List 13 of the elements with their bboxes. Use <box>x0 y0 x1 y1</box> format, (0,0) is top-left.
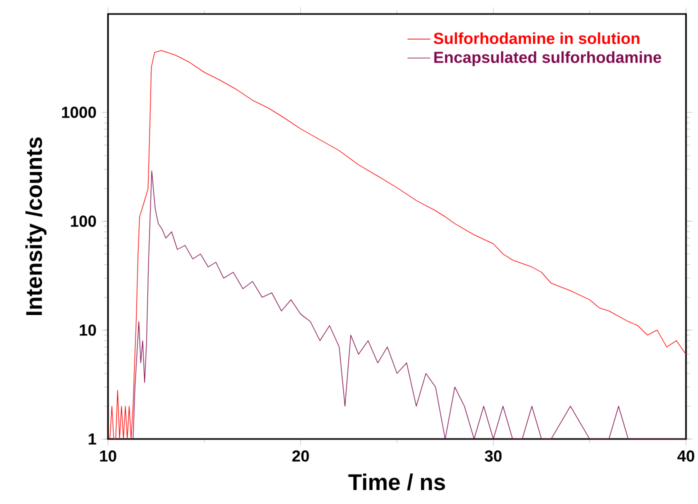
legend-label: Sulforhodamine in solution <box>434 32 640 44</box>
y-tick-label: 1000 <box>62 106 96 118</box>
x-tick-label: 40 <box>677 450 694 462</box>
y-axis-title: Intensity /counts <box>25 137 47 316</box>
y-tick-label: 1 <box>88 434 96 445</box>
x-tick-label: 20 <box>292 450 309 462</box>
legend-label: Encapsulated sulforhodamine <box>434 51 662 66</box>
y-tick-label: 10 <box>80 324 96 336</box>
y-tick-label: 100 <box>70 216 96 227</box>
x-tick-label: 30 <box>484 450 502 462</box>
x-axis-title: Time / ns <box>348 474 445 490</box>
line-series <box>110 50 686 439</box>
x-tick-label: 10 <box>100 450 116 462</box>
